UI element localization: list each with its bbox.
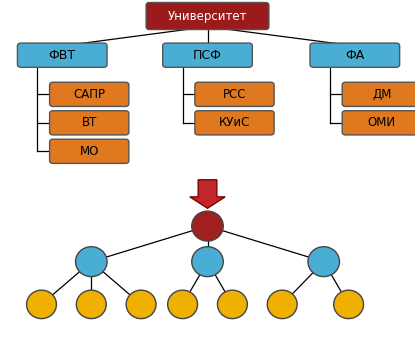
Text: ДМ: ДМ <box>372 88 391 101</box>
Ellipse shape <box>308 247 339 277</box>
Text: ФВТ: ФВТ <box>49 49 76 62</box>
FancyBboxPatch shape <box>17 43 107 67</box>
Ellipse shape <box>217 290 247 319</box>
Text: САПР: САПР <box>73 88 105 101</box>
Ellipse shape <box>126 290 156 319</box>
Text: Университет: Университет <box>168 10 247 22</box>
FancyBboxPatch shape <box>50 139 129 163</box>
Text: ОМИ: ОМИ <box>368 116 396 129</box>
Ellipse shape <box>27 290 56 319</box>
FancyBboxPatch shape <box>342 82 415 106</box>
FancyBboxPatch shape <box>146 2 269 30</box>
FancyBboxPatch shape <box>50 82 129 106</box>
Ellipse shape <box>334 290 364 319</box>
FancyBboxPatch shape <box>310 43 400 67</box>
Text: ВТ: ВТ <box>81 116 97 129</box>
Text: ПСФ: ПСФ <box>193 49 222 62</box>
Ellipse shape <box>168 290 198 319</box>
FancyBboxPatch shape <box>50 111 129 135</box>
Text: МО: МО <box>80 145 99 158</box>
FancyBboxPatch shape <box>342 111 415 135</box>
Ellipse shape <box>267 290 297 319</box>
Ellipse shape <box>192 211 223 241</box>
Text: РСС: РСС <box>223 88 246 101</box>
FancyArrow shape <box>190 180 225 208</box>
Ellipse shape <box>76 247 107 277</box>
FancyBboxPatch shape <box>163 43 252 67</box>
Text: ФА: ФА <box>345 49 364 62</box>
Ellipse shape <box>76 290 106 319</box>
Text: КУиС: КУиС <box>219 116 250 129</box>
Ellipse shape <box>192 247 223 277</box>
FancyBboxPatch shape <box>195 82 274 106</box>
FancyBboxPatch shape <box>195 111 274 135</box>
